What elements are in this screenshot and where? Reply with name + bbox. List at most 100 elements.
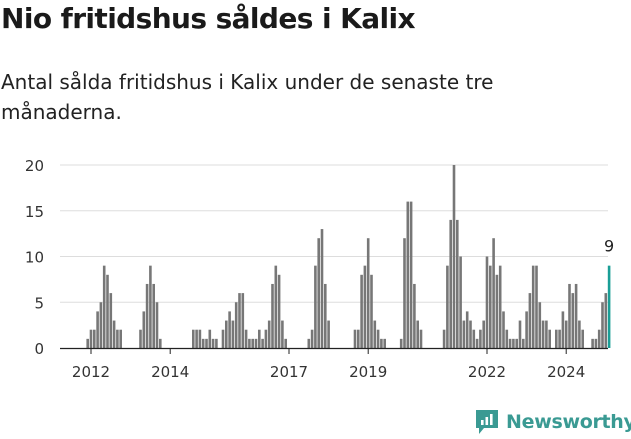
x-axis: 2012 2014 2017 2019 2022 2024 [60,347,608,381]
bar [192,329,195,348]
highlight-value-label: 9 [604,237,614,256]
bar [357,329,360,348]
bar [505,329,509,348]
bar [317,238,320,348]
chart-title: Nio fritidshus såldes i Kalix [1,2,416,35]
bar [545,320,548,348]
bar [399,338,403,348]
bar [502,311,505,348]
bar [568,283,571,348]
bar [456,219,459,348]
bar [531,265,535,348]
bar [261,338,264,348]
bar [581,329,584,348]
bar [604,293,608,348]
bar [195,329,198,348]
bar [558,329,561,348]
bars [86,165,611,348]
bar [149,265,152,348]
bar [258,329,261,348]
y-tick-label: 5 [34,294,44,312]
bar [462,320,466,348]
bar [538,302,542,348]
bar [211,338,215,348]
bar [446,265,449,348]
bar [238,293,241,348]
bar [221,329,225,348]
bar [574,283,578,348]
bar [208,329,212,348]
bar [119,329,122,348]
bar [201,338,205,348]
bar [264,329,268,348]
bar [215,338,218,348]
bar [228,311,231,348]
bar [102,265,106,348]
bar [251,338,254,348]
bar [155,302,159,348]
bar [416,320,419,348]
bar [370,274,373,348]
x-tick-label: 2014 [151,363,189,381]
bar [320,229,324,348]
bar [591,338,594,348]
bar [277,274,281,348]
bar [284,338,287,348]
bar [142,311,146,348]
bar [86,338,89,348]
bar [225,320,228,348]
bar [571,293,575,348]
bar [145,283,149,348]
bar [409,201,413,348]
bar [515,338,518,348]
bar [307,338,311,348]
x-tick-label: 2024 [547,363,585,381]
bar [96,311,99,348]
bar [241,293,245,348]
newsworthy-logo-icon [476,410,498,434]
bar [449,219,452,348]
bar [472,329,476,348]
bar [376,329,380,348]
bar [274,265,278,348]
annotations: 9 [604,237,614,256]
bar [198,329,202,348]
bar [522,338,525,348]
bar [465,311,469,348]
bar [363,265,367,348]
bar [442,329,446,348]
bar [498,265,502,348]
bar [383,338,386,348]
x-tick-label: 2012 [72,363,110,381]
bar [244,329,248,348]
bar [508,338,512,348]
bar [459,256,462,348]
bar [99,302,103,348]
bar [485,256,489,348]
bar [512,338,515,348]
bar [93,329,96,348]
bar [594,338,598,348]
bar [152,283,155,348]
bar [452,165,456,348]
bar [139,329,142,348]
bar [281,320,284,348]
bar [479,329,482,348]
bar [541,320,545,348]
bar [231,320,235,348]
bar [234,302,238,348]
bar [353,329,357,348]
bar [112,320,116,348]
bar [373,320,377,348]
bar [495,274,499,348]
bar [469,320,472,348]
bar [489,265,492,348]
bar [314,265,317,348]
x-tick-label: 2019 [349,363,387,381]
bar [548,329,551,348]
bar [475,338,479,348]
bar [597,329,601,348]
bar [271,283,274,348]
bar [406,201,410,348]
